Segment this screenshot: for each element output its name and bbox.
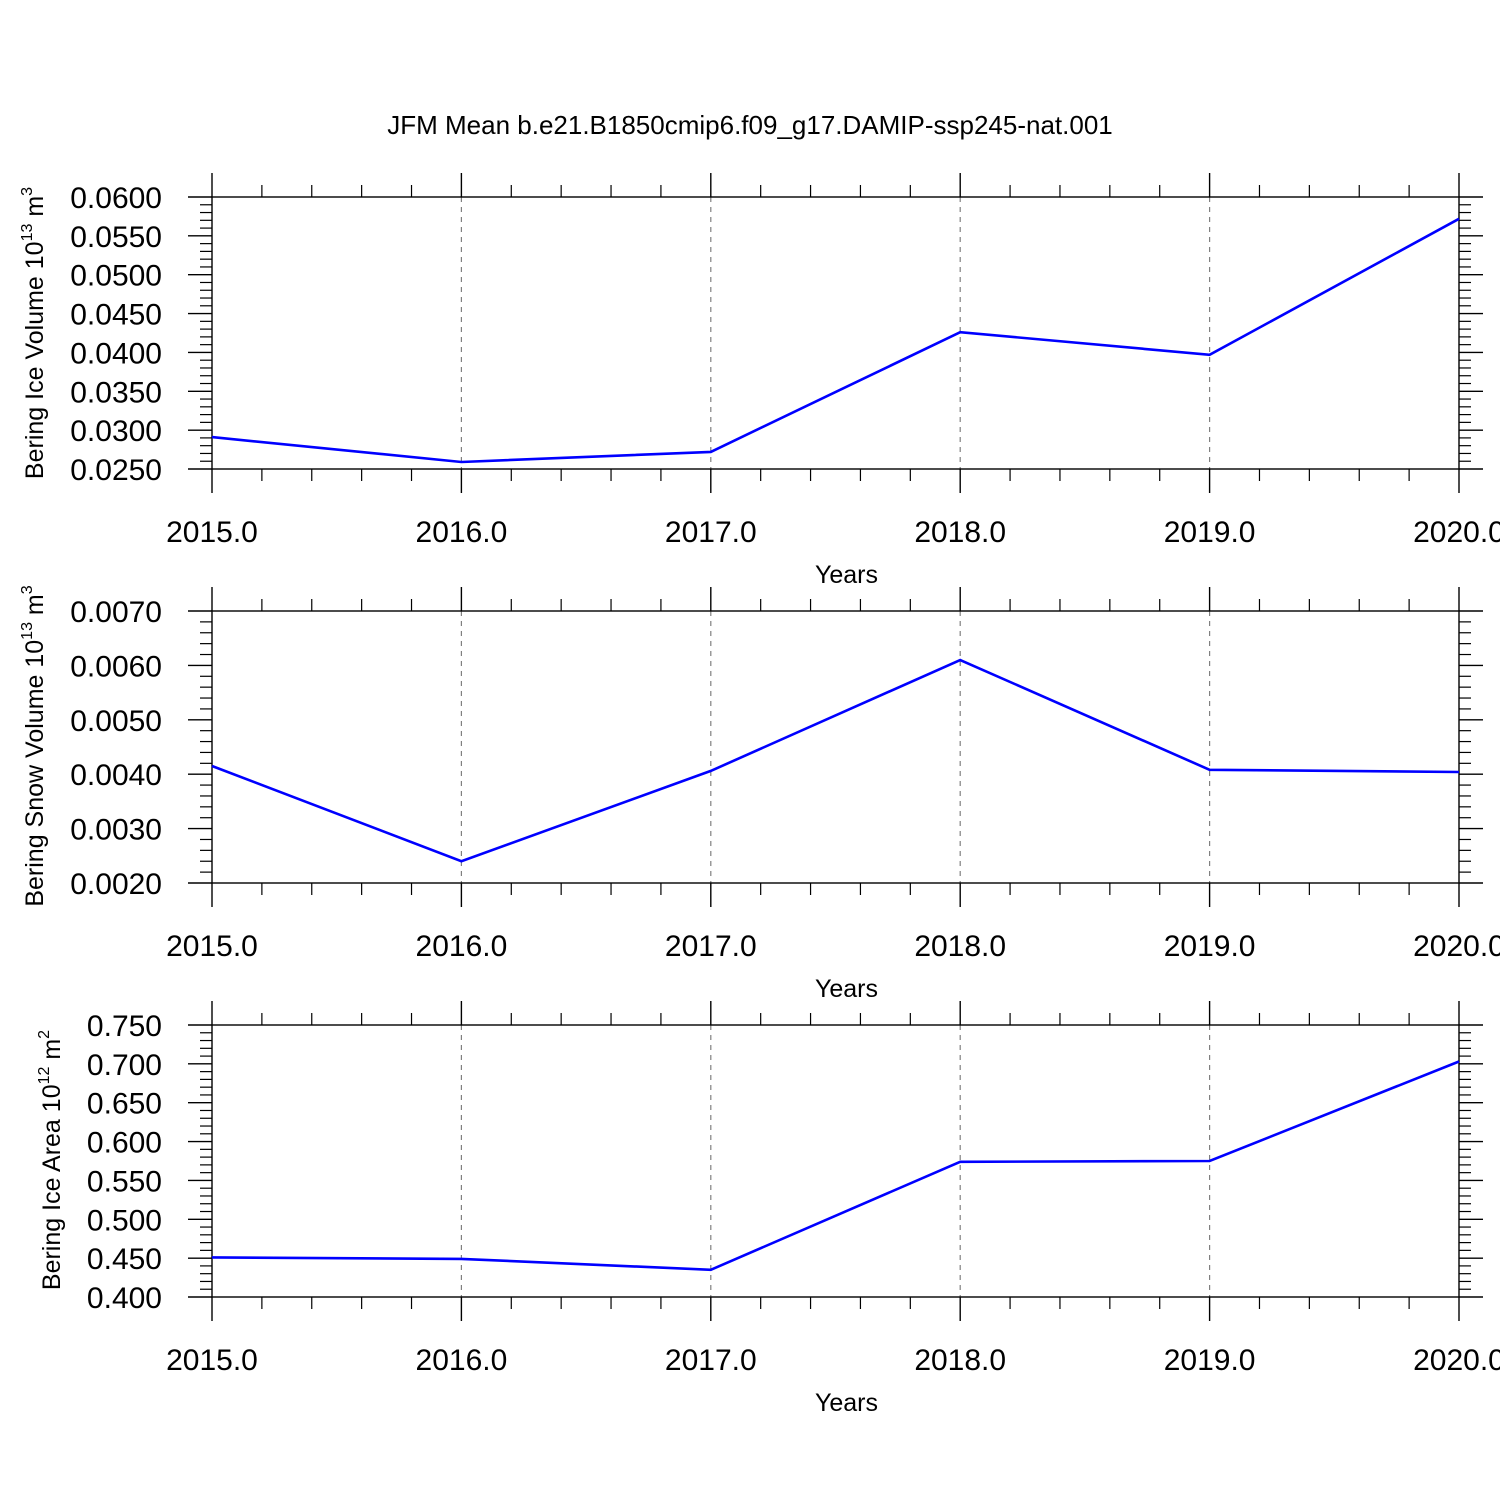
plot-frame [212,1025,1459,1297]
panel-2: 2015.0 2016.0 2017.0 2018.0 2019.0 2020.0 0.00… [19,585,1500,1003]
series-line [212,219,1459,462]
y-tick-label: 0.750 [87,1010,162,1043]
x-tick-label: 2016.0 [416,930,508,963]
x-tick-label: 2015.0 [166,930,258,963]
x-tick-label: 2017.0 [665,930,757,963]
panel-3: 2015.0 2016.0 2017.0 2018.0 2019.0 2020.0 0.40… [36,1001,1500,1417]
x-tick-label: 2016.0 [416,1344,508,1377]
y-tick-label: 0.600 [87,1127,162,1160]
y-tick-label: 0.0060 [70,650,162,683]
x-tick-label: 2018.0 [914,930,1006,963]
plot-frame [212,611,1459,883]
x-tick-label: 2015.0 [166,516,258,549]
x-tick-label: 2019.0 [1164,516,1256,549]
x-tick-label: 2018.0 [914,516,1006,549]
y-tick-label: 0.0030 [70,814,162,847]
x-tick-label: 2020.0 [1413,930,1500,963]
x-tick-label: 2017.0 [665,516,757,549]
y-tick-label: 0.0070 [70,596,162,629]
x-axis-title: Years [815,975,878,1003]
x-axis-title: Years [815,1389,878,1417]
panels: 2015.0 2016.0 2017.0 2018.0 2019.0 2020.0 0.02… [19,173,1500,1417]
x-axis-title: Years [815,561,878,589]
y-tick-label: 0.500 [87,1204,162,1237]
y-tick-label: 0.0300 [70,415,162,448]
y-tick-label: 0.650 [87,1088,162,1121]
x-tick-label: 2019.0 [1164,930,1256,963]
y-tick-label: 0.700 [87,1049,162,1082]
chart-title: JFM Mean b.e21.B1850cmip6.f09_g17.DAMIP-… [387,110,1113,140]
x-tick-label: 2019.0 [1164,1344,1256,1377]
y-tick-label: 0.550 [87,1165,162,1198]
series-line [212,1062,1459,1270]
y-tick-label: 0.0350 [70,376,162,409]
y-tick-label: 0.0050 [70,705,162,738]
plot-frame [212,197,1459,469]
y-tick-label: 0.0550 [70,221,162,254]
x-tick-label: 2020.0 [1413,1344,1500,1377]
x-tick-label: 2020.0 [1413,516,1500,549]
x-tick-label: 2016.0 [416,516,508,549]
y-tick-label: 0.0040 [70,759,162,792]
y-tick-label: 0.0250 [70,454,162,487]
y-tick-label: 0.0450 [70,299,162,332]
y-tick-label: 0.450 [87,1243,162,1276]
y-tick-label: 0.0400 [70,337,162,370]
y-tick-label: 0.0600 [70,182,162,215]
x-tick-label: 2018.0 [914,1344,1006,1377]
y-tick-label: 0.0020 [70,868,162,901]
panel-1: 2015.0 2016.0 2017.0 2018.0 2019.0 2020.0 0.02… [19,173,1500,589]
y-axis-title: Bering Ice Volume 1013 m3 [19,187,49,479]
y-axis-title: Bering Snow Volume 1013 m3 [19,585,49,906]
series-line [212,660,1459,861]
y-tick-label: 0.0500 [70,260,162,293]
y-tick-label: 0.400 [87,1282,162,1315]
x-tick-label: 2017.0 [665,1344,757,1377]
y-axis-title: Bering Ice Area 1012 m2 [36,1030,66,1290]
x-tick-label: 2015.0 [166,1344,258,1377]
